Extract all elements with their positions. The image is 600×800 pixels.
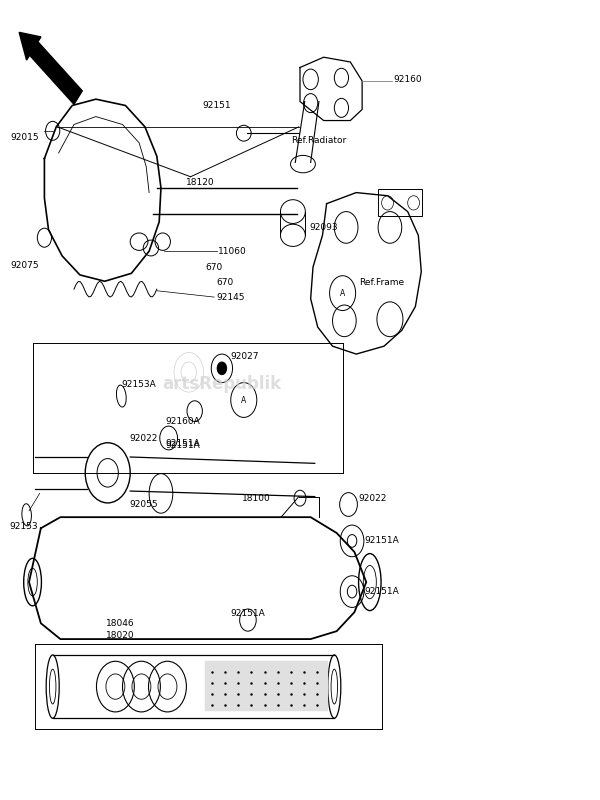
Text: 92151A: 92151A — [230, 610, 265, 618]
Text: 92151: 92151 — [202, 101, 231, 110]
Text: 18046: 18046 — [106, 618, 134, 628]
Circle shape — [217, 362, 227, 374]
Text: Ref.Frame: Ref.Frame — [359, 278, 404, 287]
Text: artsRepublik: artsRepublik — [163, 375, 281, 393]
Text: 18120: 18120 — [187, 178, 215, 186]
Text: 92153: 92153 — [9, 522, 38, 531]
FancyArrow shape — [19, 32, 82, 104]
Text: 92151A: 92151A — [165, 441, 200, 450]
Text: 670: 670 — [216, 278, 233, 287]
Bar — [378, 190, 422, 216]
Text: A: A — [340, 289, 345, 298]
Text: 92022: 92022 — [130, 434, 158, 442]
Text: 92093: 92093 — [309, 223, 338, 232]
Text: 11060: 11060 — [218, 246, 247, 256]
Text: A: A — [241, 395, 247, 405]
Text: 92022: 92022 — [358, 494, 386, 502]
Text: 92015: 92015 — [10, 133, 39, 142]
Text: 92160: 92160 — [394, 75, 422, 84]
Text: 92145: 92145 — [216, 293, 244, 302]
Text: 92151A: 92151A — [364, 587, 398, 596]
Text: 92075: 92075 — [10, 261, 39, 270]
Text: 18020: 18020 — [106, 631, 134, 641]
Text: Ref.Radiator: Ref.Radiator — [291, 136, 346, 145]
Text: 92055: 92055 — [130, 500, 158, 509]
Text: 92153A: 92153A — [121, 380, 156, 389]
Text: 92027: 92027 — [230, 352, 259, 361]
Text: 92151A: 92151A — [165, 439, 200, 448]
Text: 92151A: 92151A — [364, 537, 398, 546]
Text: 670: 670 — [205, 262, 223, 271]
Text: 18100: 18100 — [242, 494, 271, 502]
Text: 92160A: 92160A — [165, 417, 200, 426]
